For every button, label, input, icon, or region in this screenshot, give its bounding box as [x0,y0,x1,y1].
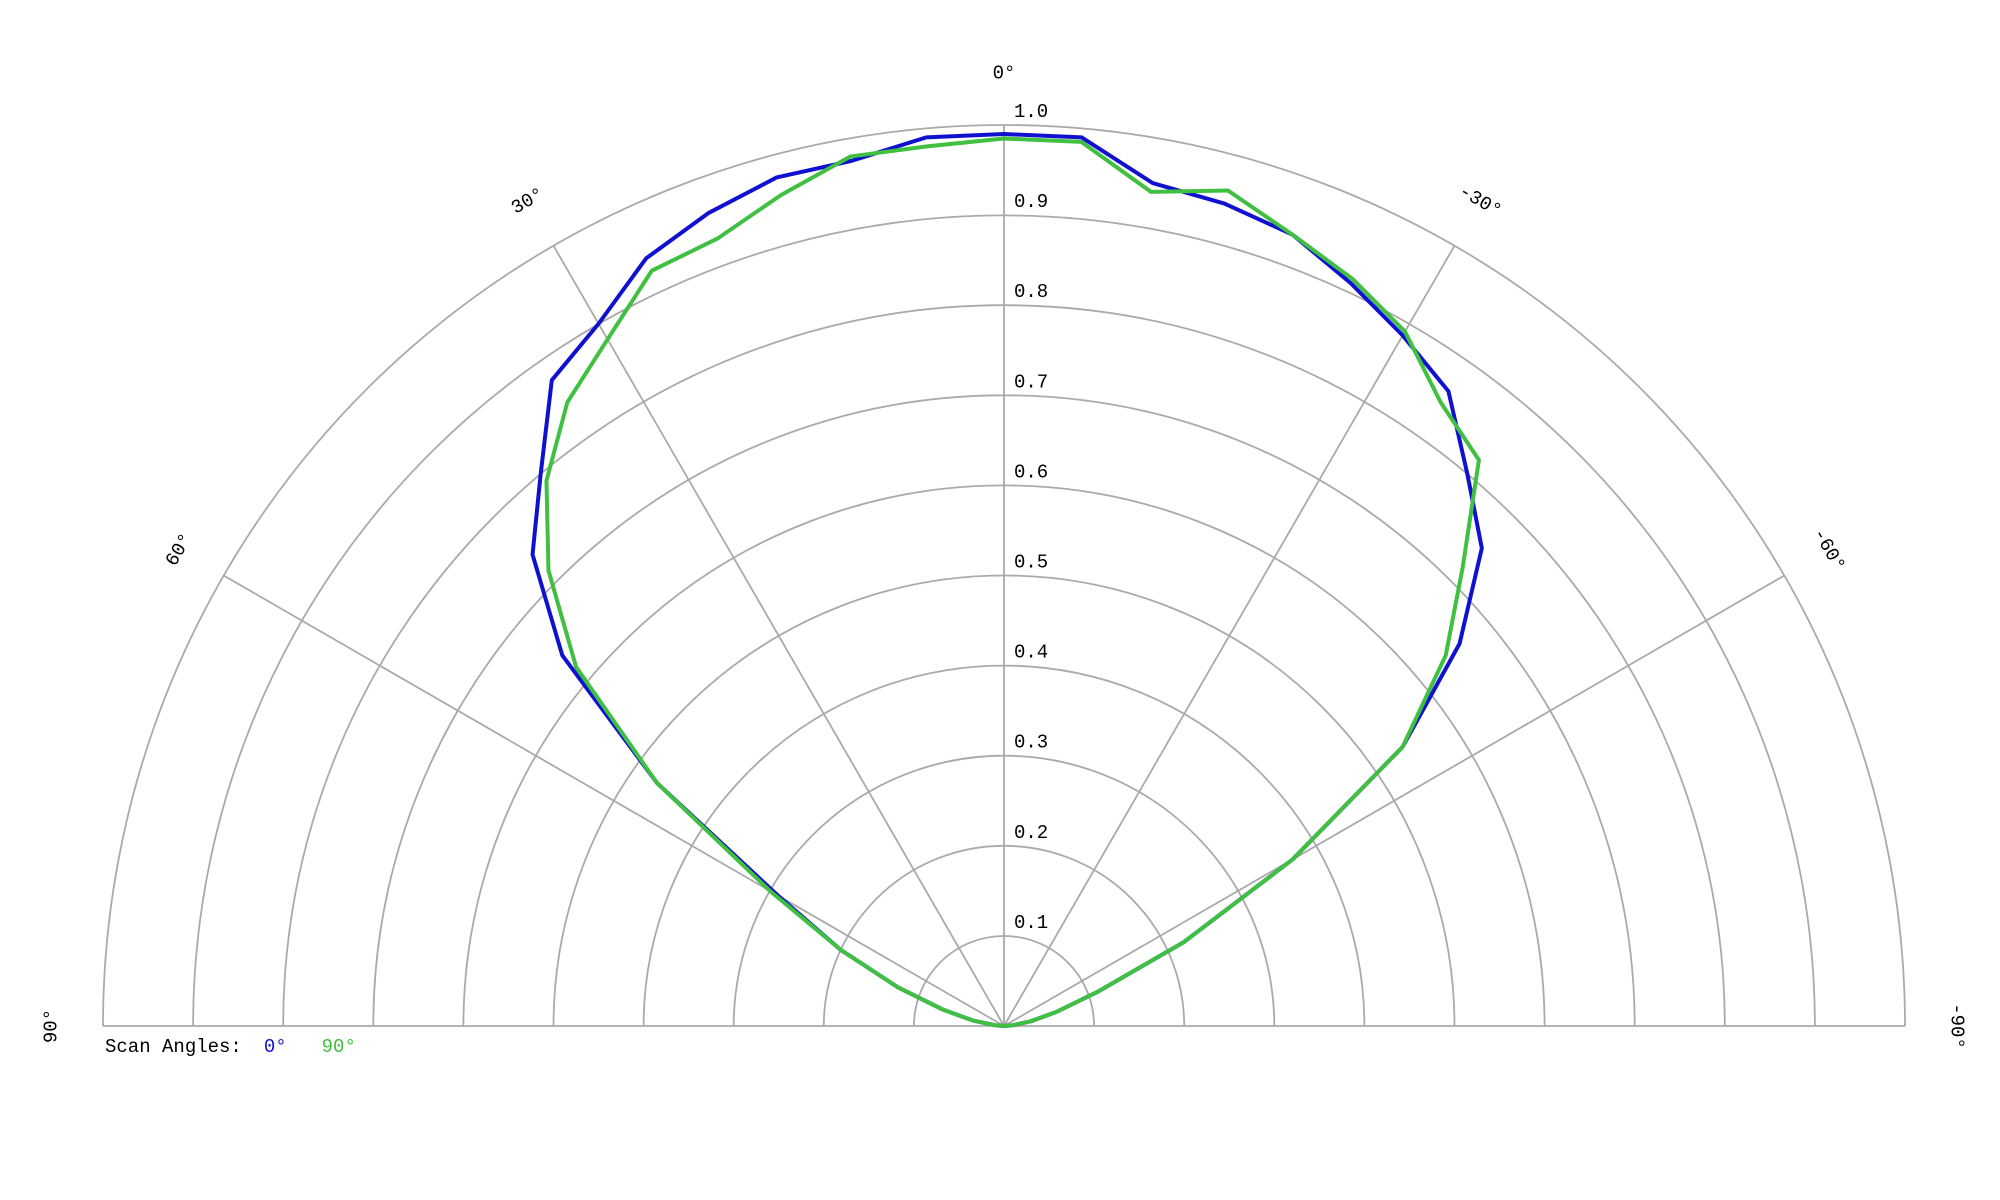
r-tick-label: 0.4 [1014,642,1048,664]
r-tick-label: 0.9 [1014,191,1048,213]
legend-entry: 0° [264,1036,287,1058]
theta-tick-label: -60° [1808,525,1850,575]
grid-spoke [1003,245,1456,1027]
r-tick-label: 0.8 [1014,281,1048,303]
theta-tick-label: -90° [1945,1003,1967,1049]
r-tick-label: 0.3 [1014,732,1048,754]
r-tick-label: 0.7 [1014,371,1048,393]
series-line [544,136,1481,1028]
grid-spoke [223,574,1005,1027]
legend-entry: 90° [322,1036,356,1058]
r-tick-label: 0.5 [1014,552,1048,574]
grid-spoke [552,245,1005,1027]
theta-tick-label: -30° [1455,180,1505,222]
theta-tick-label: 30° [508,183,549,219]
theta-tick-label: 0° [993,63,1016,85]
theta-tick-label: 90° [41,1009,63,1043]
legend-title: Scan Angles: [105,1036,242,1058]
grid-spoke [1003,574,1785,1027]
r-tick-label: 0.2 [1014,822,1048,844]
theta-tick-label: 60° [161,530,197,571]
r-tick-label: 1.0 [1014,101,1048,123]
r-tick-label: 0.6 [1014,461,1048,483]
r-tick-label: 0.1 [1014,912,1048,934]
